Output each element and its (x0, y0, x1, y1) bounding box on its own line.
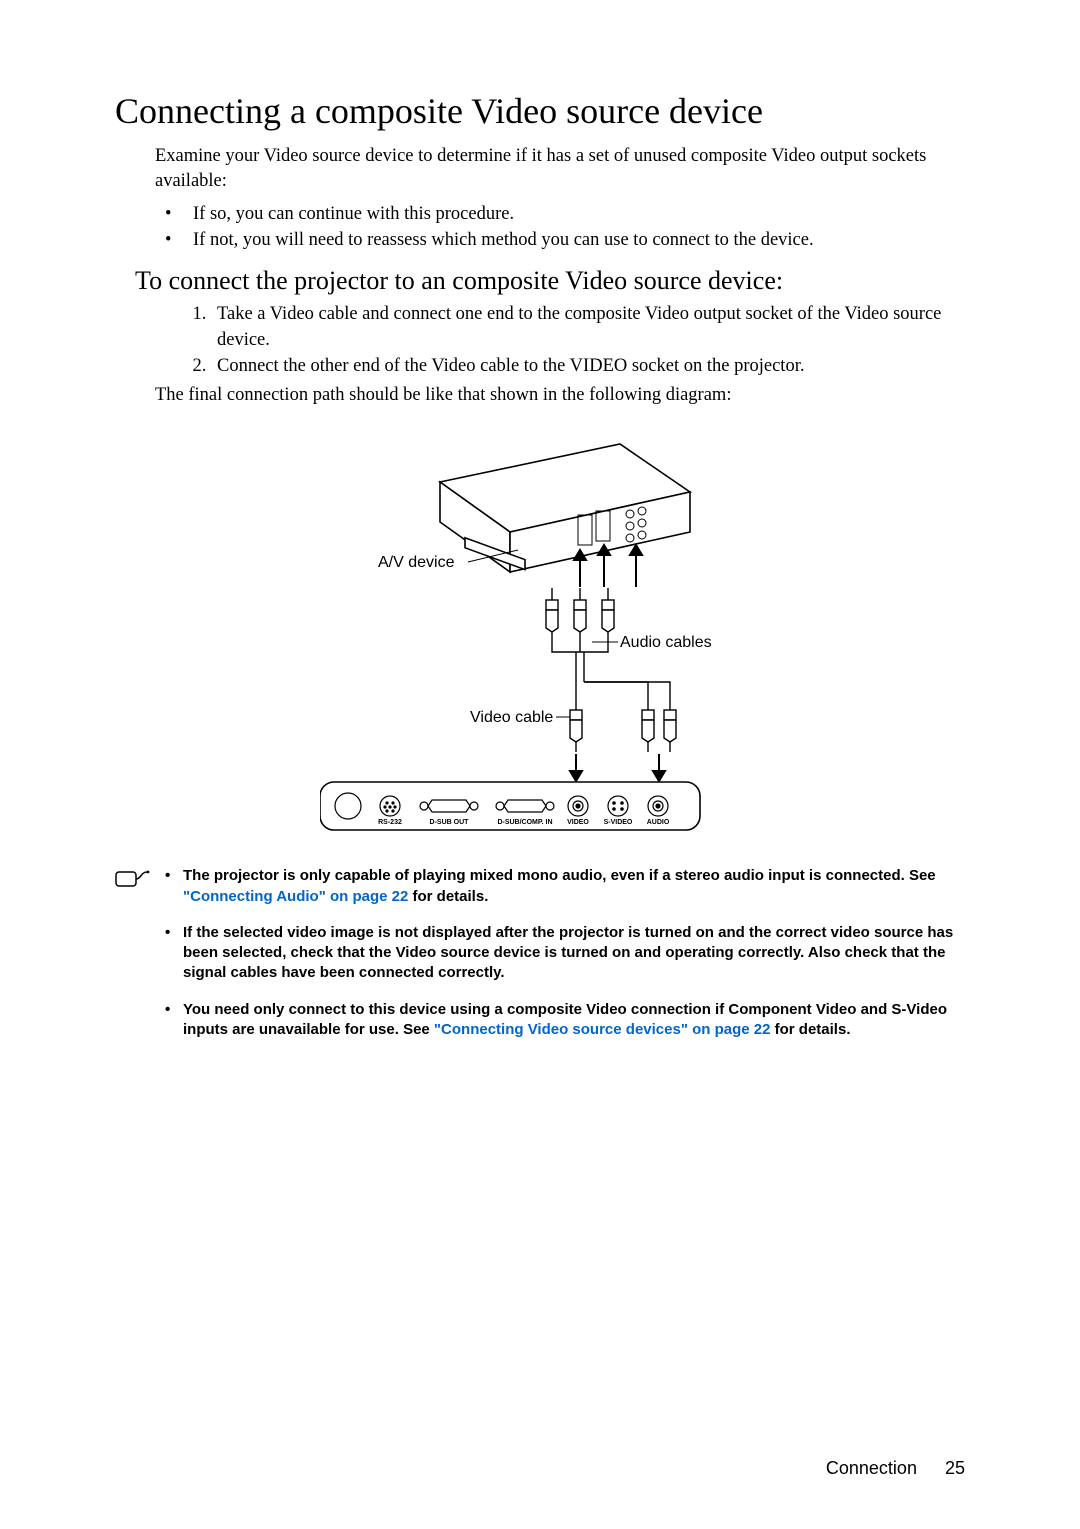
note-icon (115, 866, 155, 1056)
diagram-label-audio: Audio cables (620, 634, 712, 651)
page-title: Connecting a composite Video source devi… (115, 90, 965, 132)
footer-page-number: 25 (945, 1458, 965, 1478)
document-page: Connecting a composite Video source devi… (0, 0, 1080, 1529)
post-steps-paragraph: The final connection path should be like… (155, 383, 965, 408)
subheading: To connect the projector to an composite… (135, 266, 965, 296)
note-text: The projector is only capable of playing… (183, 867, 936, 884)
port-label: S-VIDEO (604, 819, 633, 826)
intro-bullet-list: If so, you can continue with this proced… (155, 202, 965, 254)
diagram-label-video: Video cable (470, 709, 553, 726)
port-label: AUDIO (647, 819, 670, 826)
notes-block: The projector is only capable of playing… (115, 866, 965, 1056)
port-label: D-SUB OUT (430, 819, 470, 826)
steps-list: Take a Video cable and connect one end t… (155, 302, 965, 380)
list-item: The projector is only capable of playing… (165, 866, 965, 907)
list-item: If not, you will need to reassess which … (193, 228, 965, 254)
diagram-svg: RS-232 D-SUB OUT D-SUB/COMP. IN VIDEO S-… (320, 422, 760, 842)
page-footer: Connection 25 (826, 1458, 965, 1479)
connection-diagram: RS-232 D-SUB OUT D-SUB/COMP. IN VIDEO S-… (115, 422, 965, 842)
port-label: VIDEO (567, 819, 589, 826)
list-item: You need only connect to this device usi… (165, 1000, 965, 1041)
port-label: RS-232 (378, 819, 402, 826)
note-text: for details. (770, 1021, 850, 1038)
list-item: If the selected video image is not displ… (165, 923, 965, 984)
note-link[interactable]: "Connecting Video source devices" on pag… (434, 1021, 771, 1038)
note-link[interactable]: "Connecting Audio" on page 22 (183, 888, 408, 905)
list-item: Connect the other end of the Video cable… (211, 354, 965, 380)
footer-section: Connection (826, 1458, 917, 1478)
note-text: If the selected video image is not displ… (183, 924, 953, 982)
list-item: Take a Video cable and connect one end t… (211, 302, 965, 354)
diagram-label-av: A/V device (378, 554, 455, 571)
list-item: If so, you can continue with this proced… (193, 202, 965, 228)
port-label: D-SUB/COMP. IN (497, 819, 552, 826)
notes-list: The projector is only capable of playing… (155, 866, 965, 1056)
note-text: for details. (408, 888, 488, 905)
intro-paragraph: Examine your Video source device to dete… (155, 144, 965, 194)
